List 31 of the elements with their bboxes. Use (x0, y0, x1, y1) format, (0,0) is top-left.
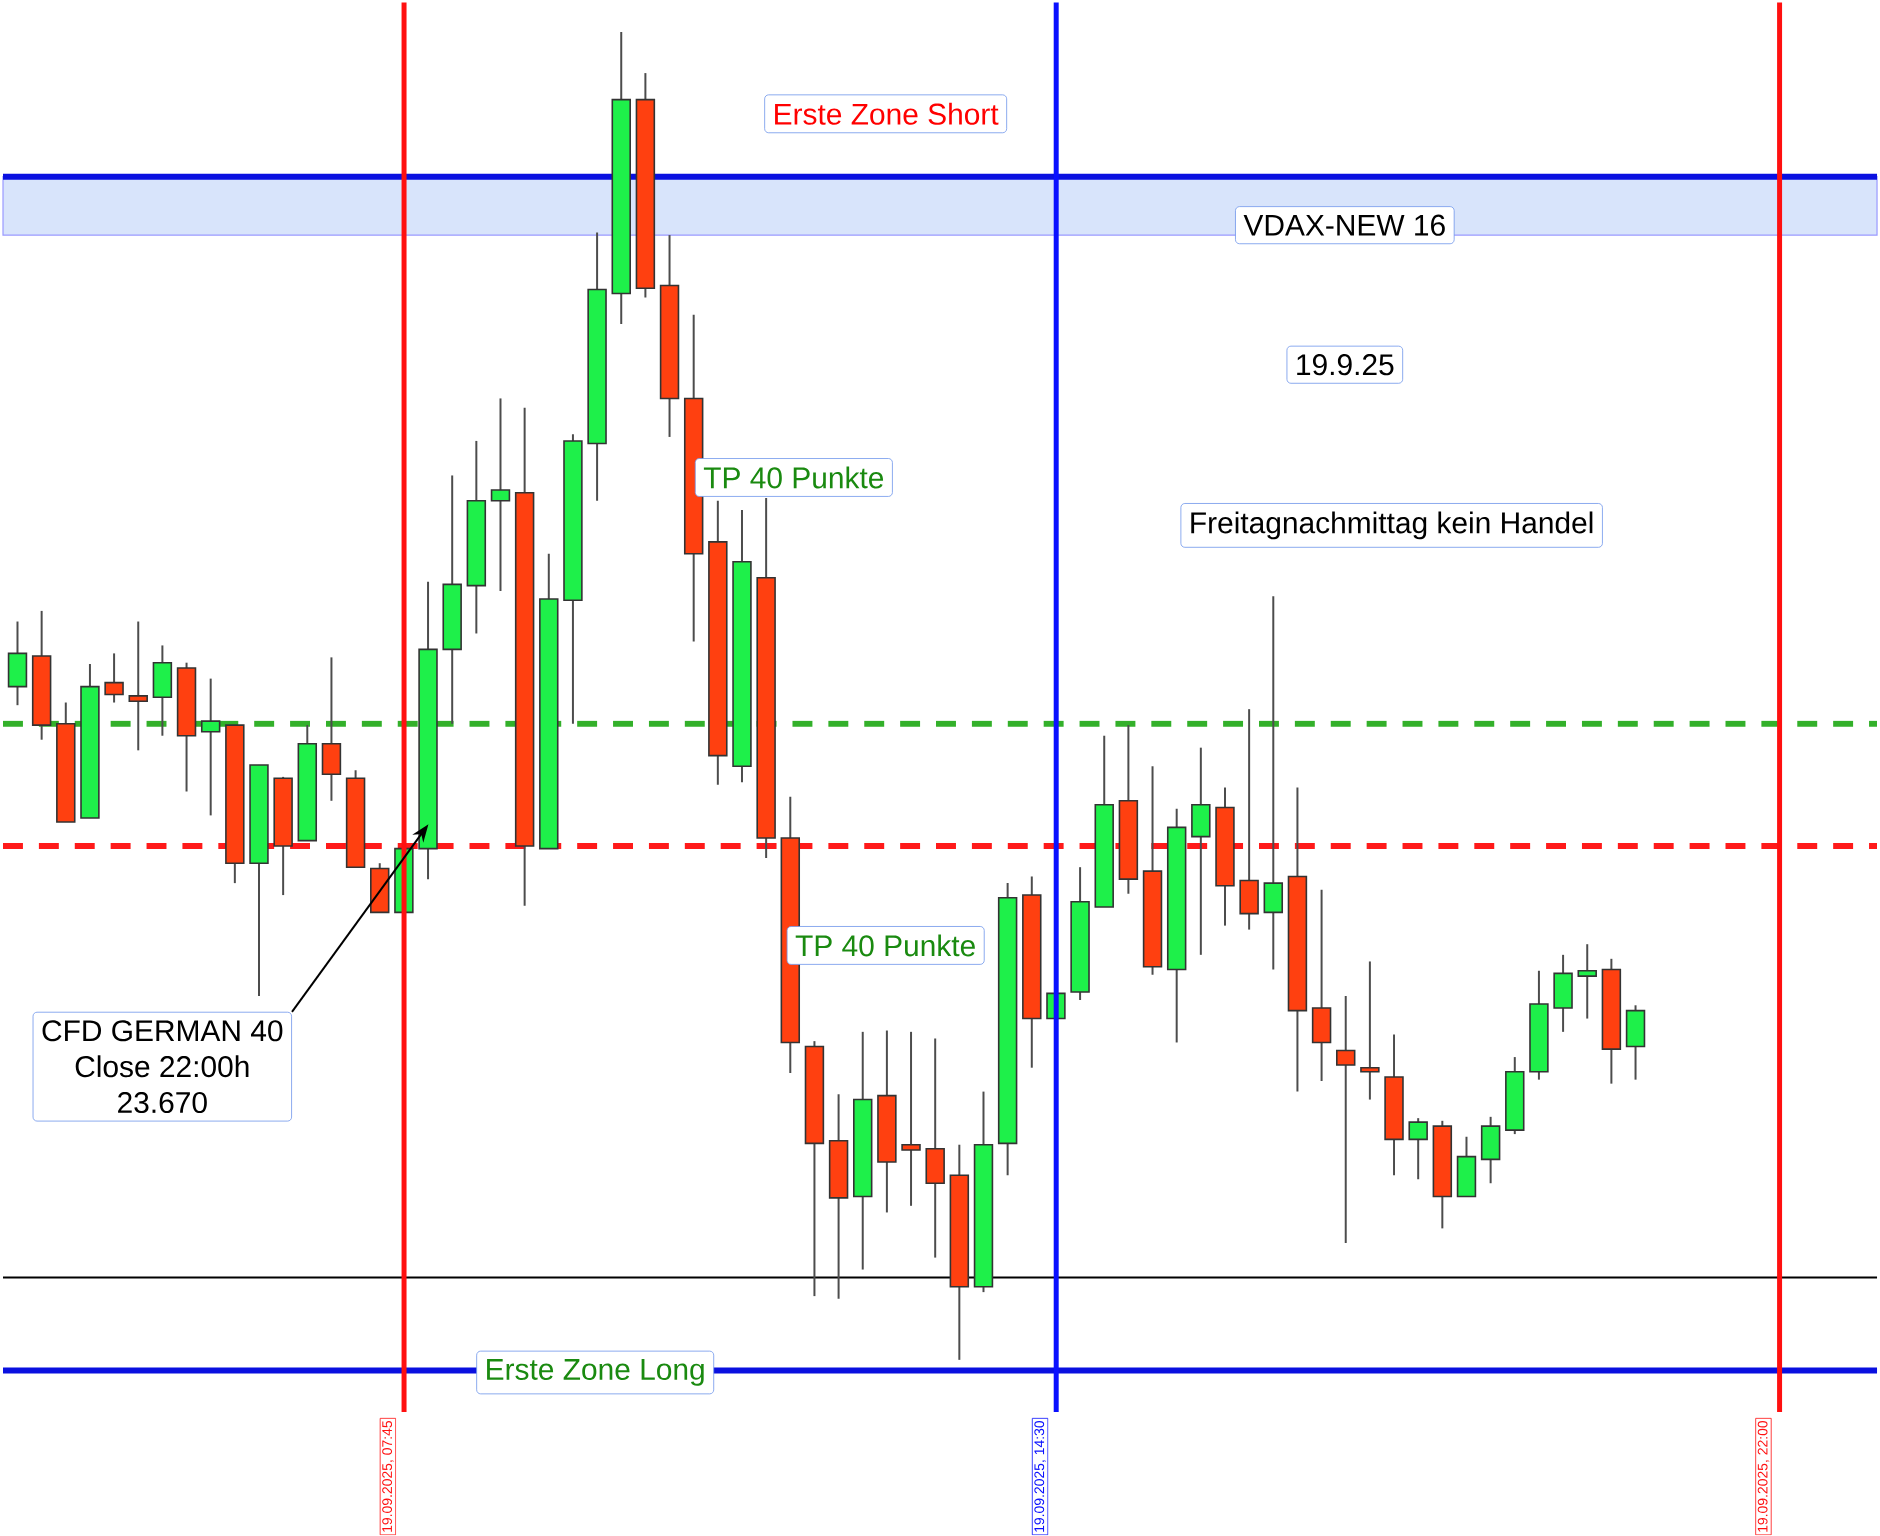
candlestick (1191, 747, 1211, 957)
candlestick (490, 397, 511, 593)
annotation: CFD GERMAN 40 (42, 1020, 283, 1042)
candlestick (1311, 889, 1332, 1083)
candlestick (104, 652, 124, 704)
annotation: VDAX-NEW 16 (1243, 214, 1445, 237)
candlestick (1360, 960, 1380, 1101)
annotation: 23.670 (118, 1092, 207, 1114)
candlestick (1553, 954, 1573, 1034)
candlestick (1577, 943, 1597, 1020)
candlestick (1239, 708, 1259, 931)
candlestick (1480, 1116, 1501, 1185)
candlestick (925, 1037, 945, 1259)
candlestick (152, 644, 173, 738)
candlestick (321, 656, 342, 803)
candlestick (1408, 1117, 1428, 1181)
annotation: Erste Zone Short (775, 103, 999, 126)
candlestick (1336, 995, 1356, 1245)
annotation: Freitagnachmittag kein Handel (1191, 511, 1593, 540)
candlestick (128, 620, 148, 752)
candlestick (901, 1031, 921, 1208)
annotation: 19.9.25 (1297, 354, 1394, 376)
annotation: TP 40 Punkte (703, 466, 884, 489)
candlestick (1263, 595, 1284, 971)
annotation: Close 22:00h (75, 1055, 249, 1078)
candlestick (1625, 1004, 1646, 1082)
candlestick (200, 678, 221, 817)
candlestick (7, 620, 28, 707)
annotation: Erste Zone Long (487, 1359, 704, 1387)
candlestick (1456, 1136, 1477, 1198)
annotation: TP 40 Punkte (795, 934, 975, 957)
